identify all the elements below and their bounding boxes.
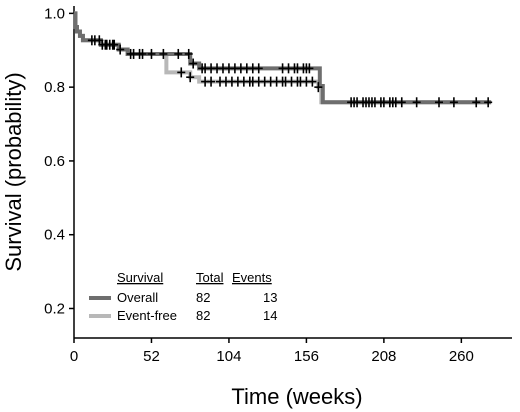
y-tick-label-1: 0.8 bbox=[44, 79, 65, 96]
legend-name-1: Event-free bbox=[117, 308, 177, 323]
censor-mark-s0-12 bbox=[147, 48, 156, 59]
censor-mark-s0-15 bbox=[184, 48, 193, 59]
x-axis-title: Time (weeks) bbox=[231, 384, 362, 409]
y-tick-label-2: 0.6 bbox=[44, 153, 65, 170]
legend-total-0: 82 bbox=[196, 290, 210, 305]
censor-mark-s1-3 bbox=[186, 72, 195, 83]
series-line-1 bbox=[73, 11, 492, 105]
x-tick-label-2: 104 bbox=[216, 348, 241, 365]
censor-mark-s1-23 bbox=[308, 76, 317, 87]
legend-header-survival: Survival bbox=[117, 270, 163, 285]
censor-mark-s0-48 bbox=[397, 97, 406, 108]
censor-mark-s0-9 bbox=[116, 44, 125, 55]
censor-mark-s0-52 bbox=[472, 97, 481, 108]
censor-mark-s0-27 bbox=[254, 63, 263, 74]
censor-mark-s0-49 bbox=[412, 97, 421, 108]
y-tick-label-3: 0.4 bbox=[44, 227, 65, 244]
x-tick-label-0: 0 bbox=[70, 348, 78, 365]
censor-mark-s0-51 bbox=[449, 97, 458, 108]
x-tick-label-1: 52 bbox=[143, 348, 160, 365]
x-tick-label-5: 260 bbox=[449, 348, 474, 365]
y-axis-title: Survival (probability) bbox=[1, 72, 26, 271]
legend-name-0: Overall bbox=[117, 290, 158, 305]
censor-mark-s0-50 bbox=[435, 97, 443, 108]
survival-curves bbox=[73, 11, 492, 105]
censor-mark-s0-16 bbox=[189, 58, 198, 69]
legend-header-events: Events bbox=[232, 270, 272, 285]
censor-mark-s0-13 bbox=[159, 48, 168, 59]
censor-mark-s1-5 bbox=[207, 76, 216, 87]
y-tick-label-4: 0.2 bbox=[44, 300, 65, 317]
legend: Survival Total Events Overall 82 13 Event-free… bbox=[89, 270, 277, 323]
censor-mark-s1-0 bbox=[129, 48, 138, 59]
legend-events-1: 14 bbox=[263, 308, 277, 323]
censor-marks bbox=[87, 35, 493, 108]
legend-events-0: 13 bbox=[263, 290, 277, 305]
censor-mark-s1-24 bbox=[314, 82, 323, 93]
legend-header-total: Total bbox=[196, 270, 224, 285]
censor-mark-s0-34 bbox=[305, 63, 314, 74]
axes: 1.0 0.8 0.6 0.4 0.2 0 52 104 156 208 260 bbox=[44, 5, 512, 365]
censor-mark-s1-2 bbox=[177, 67, 186, 78]
x-tick-label-4: 208 bbox=[371, 348, 396, 365]
legend-total-1: 82 bbox=[196, 308, 210, 323]
censor-mark-s0-8 bbox=[110, 39, 119, 50]
series-line-0 bbox=[73, 11, 492, 105]
y-tick-label-0: 1.0 bbox=[44, 5, 65, 22]
censor-mark-s0-53 bbox=[484, 97, 493, 108]
censor-mark-s0-14 bbox=[174, 48, 183, 59]
censor-mark-s1-1 bbox=[138, 48, 147, 59]
x-tick-label-3: 156 bbox=[294, 348, 319, 365]
